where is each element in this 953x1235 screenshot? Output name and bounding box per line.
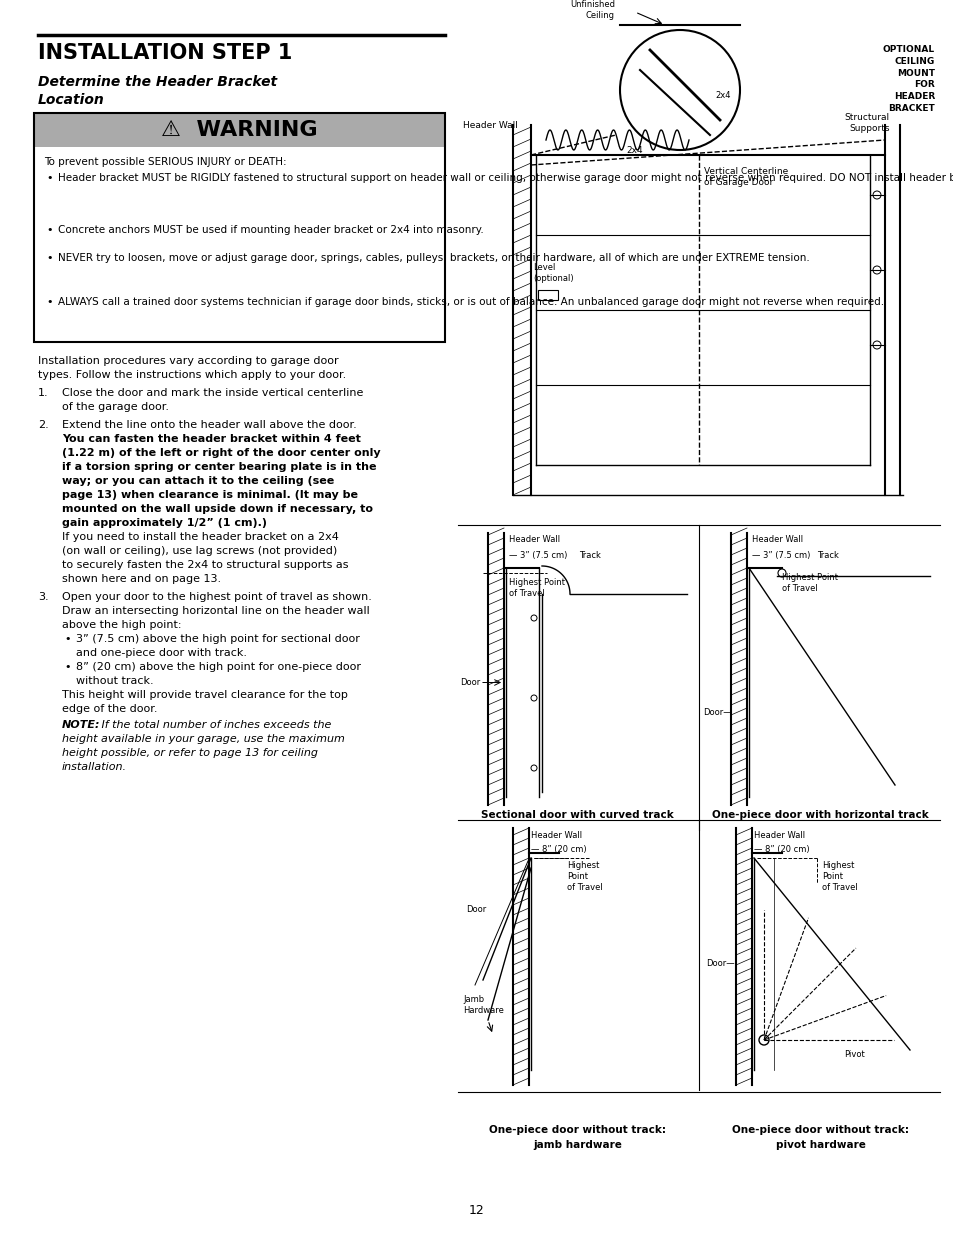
Text: to securely fasten the 2x4 to structural supports as: to securely fasten the 2x4 to structural… <box>62 559 348 571</box>
Bar <box>34 112 444 147</box>
Text: and one-piece door with track.: and one-piece door with track. <box>76 648 247 658</box>
Text: ⚠  WARNING: ⚠ WARNING <box>161 120 317 140</box>
Text: height available in your garage, use the maximum: height available in your garage, use the… <box>62 734 345 743</box>
Text: Header Wall: Header Wall <box>531 831 581 840</box>
Text: Location: Location <box>38 93 105 107</box>
Text: Vertical Centerline
of Garage Door: Vertical Centerline of Garage Door <box>703 167 787 186</box>
Text: Pivot: Pivot <box>843 1050 863 1058</box>
Text: Level
(optional): Level (optional) <box>533 263 573 283</box>
Bar <box>537 290 558 300</box>
Text: INSTALLATION STEP 1: INSTALLATION STEP 1 <box>38 43 292 63</box>
Text: One-piece door without track:: One-piece door without track: <box>731 1125 908 1135</box>
Text: if a torsion spring or center bearing plate is in the: if a torsion spring or center bearing pl… <box>62 462 376 472</box>
Text: Header Wall: Header Wall <box>509 535 559 543</box>
Text: pivot hardware: pivot hardware <box>775 1140 864 1150</box>
Text: mounted on the wall upside down if necessary, to: mounted on the wall upside down if neces… <box>62 504 373 514</box>
Text: — 8” (20 cm): — 8” (20 cm) <box>753 845 809 853</box>
Text: If the total number of inches exceeds the: If the total number of inches exceeds th… <box>98 720 331 730</box>
Text: •: • <box>46 296 52 308</box>
Text: Draw an intersecting horizontal line on the header wall: Draw an intersecting horizontal line on … <box>62 606 370 616</box>
Text: — 3” (7.5 cm): — 3” (7.5 cm) <box>509 551 567 559</box>
Text: 2x4: 2x4 <box>625 146 642 154</box>
Text: edge of the door.: edge of the door. <box>62 704 157 714</box>
Text: 3” (7.5 cm) above the high point for sectional door: 3” (7.5 cm) above the high point for sec… <box>76 634 359 643</box>
Text: height possible, or refer to page 13 for ceiling: height possible, or refer to page 13 for… <box>62 748 317 758</box>
Text: You can fasten the header bracket within 4 feet: You can fasten the header bracket within… <box>62 433 360 445</box>
Text: Open your door to the highest point of travel as shown.: Open your door to the highest point of t… <box>62 592 372 601</box>
Text: Door: Door <box>459 678 479 687</box>
Text: installation.: installation. <box>62 762 127 772</box>
Text: NOTE:: NOTE: <box>62 720 100 730</box>
Text: One-piece door with horizontal track: One-piece door with horizontal track <box>711 810 928 820</box>
Text: Structural
Supports: Structural Supports <box>844 112 889 133</box>
Text: types. Follow the instructions which apply to your door.: types. Follow the instructions which app… <box>38 370 346 380</box>
Text: — 3” (7.5 cm): — 3” (7.5 cm) <box>751 551 809 559</box>
Text: If you need to install the header bracket on a 2x4: If you need to install the header bracke… <box>62 532 338 542</box>
Text: •: • <box>64 662 71 672</box>
Text: •: • <box>46 173 52 183</box>
Text: shown here and on page 13.: shown here and on page 13. <box>62 574 221 584</box>
Text: Highest Point
of Travel: Highest Point of Travel <box>509 578 564 598</box>
Text: above the high point:: above the high point: <box>62 620 181 630</box>
Text: Highest
Point
of Travel: Highest Point of Travel <box>821 861 857 892</box>
Text: gain approximately 1/2” (1 cm).): gain approximately 1/2” (1 cm).) <box>62 517 267 529</box>
Text: Header Wall: Header Wall <box>462 121 517 130</box>
Text: Track: Track <box>816 551 838 559</box>
Text: Header Wall: Header Wall <box>751 535 802 543</box>
Text: OPTIONAL
CEILING
MOUNT
FOR
HEADER
BRACKET: OPTIONAL CEILING MOUNT FOR HEADER BRACKE… <box>882 44 934 112</box>
Text: This height will provide travel clearance for the top: This height will provide travel clearanc… <box>62 690 348 700</box>
Text: without track.: without track. <box>76 676 153 685</box>
Text: Header bracket MUST be RIGIDLY fastened to structural support on header wall or : Header bracket MUST be RIGIDLY fastened … <box>58 173 953 183</box>
Bar <box>34 147 444 342</box>
Text: Unfinished
Ceiling: Unfinished Ceiling <box>569 0 615 20</box>
Text: ALWAYS call a trained door systems technician if garage door binds, sticks, or i: ALWAYS call a trained door systems techn… <box>58 296 883 308</box>
Text: Door—: Door— <box>705 960 734 968</box>
Text: page 13) when clearance is minimal. (It may be: page 13) when clearance is minimal. (It … <box>62 490 357 500</box>
Text: Close the door and mark the inside vertical centerline: Close the door and mark the inside verti… <box>62 388 363 398</box>
Text: way; or you can attach it to the ceiling (see: way; or you can attach it to the ceiling… <box>62 475 334 487</box>
Text: Door—: Door— <box>702 708 731 718</box>
Text: of the garage door.: of the garage door. <box>62 403 169 412</box>
Text: — 8” (20 cm): — 8” (20 cm) <box>531 845 586 853</box>
Text: Installation procedures vary according to garage door: Installation procedures vary according t… <box>38 356 338 366</box>
Text: 2x4: 2x4 <box>714 90 730 100</box>
Text: 1.: 1. <box>38 388 49 398</box>
Text: Door: Door <box>465 904 486 914</box>
Bar <box>34 112 444 342</box>
Text: 8” (20 cm) above the high point for one-piece door: 8” (20 cm) above the high point for one-… <box>76 662 360 672</box>
Text: •: • <box>46 253 52 263</box>
Text: jamb hardware: jamb hardware <box>533 1140 621 1150</box>
Text: Highest Point
of Travel: Highest Point of Travel <box>781 573 837 593</box>
Text: Extend the line onto the header wall above the door.: Extend the line onto the header wall abo… <box>62 420 356 430</box>
Text: (1.22 m) of the left or right of the door center only: (1.22 m) of the left or right of the doo… <box>62 448 380 458</box>
Text: To prevent possible SERIOUS INJURY or DEATH:: To prevent possible SERIOUS INJURY or DE… <box>44 157 286 167</box>
Text: 12: 12 <box>469 1204 484 1216</box>
Text: •: • <box>64 634 71 643</box>
Text: Highest
Point
of Travel: Highest Point of Travel <box>566 861 602 892</box>
Text: Concrete anchors MUST be used if mounting header bracket or 2x4 into masonry.: Concrete anchors MUST be used if mountin… <box>58 225 483 235</box>
Text: Header Wall: Header Wall <box>753 831 804 840</box>
Text: •: • <box>46 225 52 235</box>
Text: Track: Track <box>578 551 600 559</box>
Text: 2.: 2. <box>38 420 49 430</box>
Text: 3.: 3. <box>38 592 49 601</box>
Text: NEVER try to loosen, move or adjust garage door, springs, cables, pulleys, brack: NEVER try to loosen, move or adjust gara… <box>58 253 809 263</box>
Text: (on wall or ceiling), use lag screws (not provided): (on wall or ceiling), use lag screws (no… <box>62 546 337 556</box>
Text: One-piece door without track:: One-piece door without track: <box>489 1125 665 1135</box>
Text: Determine the Header Bracket: Determine the Header Bracket <box>38 75 276 89</box>
Text: Sectional door with curved track: Sectional door with curved track <box>480 810 673 820</box>
Text: Jamb
Hardware: Jamb Hardware <box>462 995 503 1015</box>
